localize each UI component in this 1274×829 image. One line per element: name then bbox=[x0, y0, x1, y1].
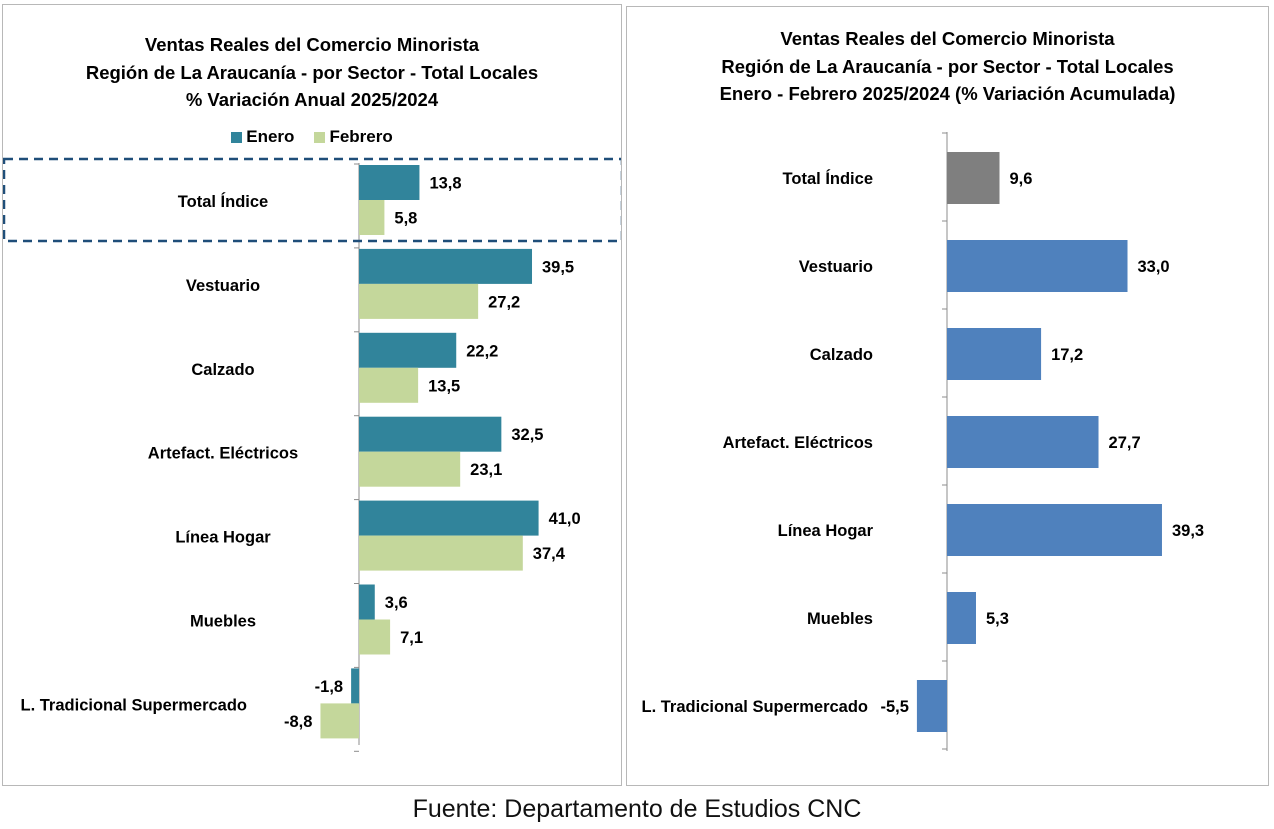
legend-label-enero: Enero bbox=[246, 127, 295, 146]
data-label-total-indice: 9,6 bbox=[1010, 170, 1033, 188]
data-label-enero-linea-hogar: 41,0 bbox=[549, 510, 581, 528]
bar-chart-annual: Total Índice 13,8 5,8 Vestuario 39,5 27,2 Calz… bbox=[3, 157, 621, 752]
bar-vestuario bbox=[947, 240, 1128, 292]
highlight-box-total-indice bbox=[3, 157, 621, 243]
bar-enero-vestuario bbox=[359, 248, 533, 284]
category-label-vestuario: Vestuario bbox=[186, 277, 260, 295]
category-label-linea-hogar: Línea Hogar bbox=[778, 522, 874, 540]
data-label-enero-calzado: 22,2 bbox=[466, 342, 498, 360]
bar-enero-artefact-electricos bbox=[359, 416, 502, 452]
category-label-calzado: Calzado bbox=[810, 346, 873, 364]
title-line-1: Ventas Reales del Comercio Minorista bbox=[144, 34, 480, 55]
chart-panel-annual: Ventas Reales del Comercio Minorista Reg… bbox=[2, 4, 622, 786]
legend-swatch-enero bbox=[231, 131, 243, 143]
bar-enero-muebles bbox=[359, 584, 375, 620]
data-label-enero-muebles: 3,6 bbox=[385, 594, 408, 612]
bar-febrero-l-tradicional-supermercado bbox=[320, 703, 359, 739]
category-label-total-indice: Total Índice bbox=[783, 169, 873, 188]
chart-title-cumulative: Ventas Reales del Comercio Minorista Reg… bbox=[627, 25, 1268, 108]
title-line-3: Enero - Febrero 2025/2024 (% Variación A… bbox=[719, 83, 1176, 104]
data-label-muebles: 5,3 bbox=[986, 610, 1009, 628]
bar-l-tradicional-supermercado bbox=[916, 680, 947, 732]
data-label-linea-hogar: 39,3 bbox=[1172, 522, 1204, 540]
bar-febrero-total-indice bbox=[359, 200, 385, 235]
category-label-muebles: Muebles bbox=[807, 610, 873, 628]
bar-total-indice bbox=[947, 152, 1000, 204]
bar-febrero-calzado bbox=[359, 367, 419, 403]
chart-legend: Enero Febrero bbox=[3, 127, 621, 147]
bar-artefact-electricos bbox=[947, 416, 1099, 468]
bar-muebles bbox=[947, 592, 976, 644]
legend-item-febrero: Febrero bbox=[314, 127, 393, 147]
data-label-febrero-artefact-electricos: 23,1 bbox=[470, 461, 502, 479]
data-label-enero-artefact-electricos: 32,5 bbox=[511, 426, 543, 444]
bar-linea-hogar bbox=[947, 504, 1162, 556]
category-label-artefact-electricos: Artefact. Eléctricos bbox=[148, 445, 298, 463]
data-label-febrero-calzado: 13,5 bbox=[428, 377, 460, 395]
category-label-vestuario: Vestuario bbox=[799, 258, 873, 276]
category-label-linea-hogar: Línea Hogar bbox=[175, 529, 271, 547]
category-label-l-tradicional-supermercado: L. Tradicional Supermercado bbox=[642, 698, 868, 716]
bar-febrero-linea-hogar bbox=[359, 535, 523, 571]
title-line-3: % Variación Anual 2025/2024 bbox=[185, 89, 439, 110]
category-label-l-tradicional-supermercado: L. Tradicional Supermercado bbox=[21, 696, 247, 714]
title-line-2: Región de La Araucanía - por Sector - To… bbox=[85, 61, 539, 83]
bar-febrero-vestuario bbox=[359, 283, 479, 319]
data-label-vestuario: 33,0 bbox=[1138, 258, 1170, 276]
chart-title-annual: Ventas Reales del Comercio Minorista Reg… bbox=[3, 31, 621, 114]
data-label-artefact-electricos: 27,7 bbox=[1109, 434, 1141, 452]
category-label-muebles: Muebles bbox=[190, 613, 256, 631]
title-line-2: Región de La Araucanía - por Sector - To… bbox=[721, 55, 1174, 77]
data-label-enero-l-tradicional-supermercado: -1,8 bbox=[315, 678, 343, 696]
category-label-calzado: Calzado bbox=[191, 361, 254, 379]
category-label-total-indice: Total Índice bbox=[178, 192, 268, 211]
bar-enero-linea-hogar bbox=[359, 500, 539, 536]
data-label-febrero-linea-hogar: 37,4 bbox=[533, 545, 566, 563]
data-label-l-tradicional-supermercado: -5,5 bbox=[880, 698, 908, 716]
category-label-artefact-electricos: Artefact. Eléctricos bbox=[723, 434, 873, 452]
source-note: Fuente: Departamento de Estudios CNC bbox=[412, 795, 862, 823]
data-label-calzado: 17,2 bbox=[1051, 346, 1083, 364]
bar-chart-cumulative: Total Índice 9,6 Vestuario 33,0 Calzado 17,2 A… bbox=[642, 132, 1204, 751]
bar-enero-l-tradicional-supermercado bbox=[351, 668, 359, 704]
data-label-febrero-total-indice: 5,8 bbox=[394, 210, 417, 228]
bar-febrero-artefact-electricos bbox=[359, 451, 461, 487]
legend-swatch-febrero bbox=[314, 131, 326, 143]
bar-enero-calzado bbox=[359, 332, 457, 368]
data-label-febrero-vestuario: 27,2 bbox=[488, 293, 520, 311]
legend-label-febrero: Febrero bbox=[329, 127, 393, 146]
data-label-febrero-muebles: 7,1 bbox=[400, 629, 423, 647]
bar-calzado bbox=[947, 328, 1042, 380]
bar-febrero-muebles bbox=[359, 619, 391, 655]
legend-item-enero: Enero bbox=[231, 127, 294, 147]
title-line-1: Ventas Reales del Comercio Minorista bbox=[780, 28, 1115, 49]
data-label-enero-total-indice: 13,8 bbox=[429, 175, 461, 193]
data-label-enero-vestuario: 39,5 bbox=[542, 258, 574, 276]
chart-panel-cumulative: Ventas Reales del Comercio Minorista Reg… bbox=[626, 6, 1269, 786]
bar-enero-total-indice bbox=[359, 165, 420, 200]
data-label-febrero-l-tradicional-supermercado: -8,8 bbox=[284, 713, 312, 731]
